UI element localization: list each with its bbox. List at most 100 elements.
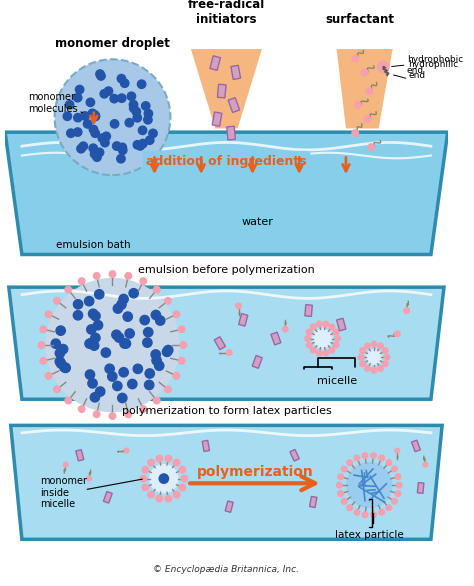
FancyBboxPatch shape xyxy=(411,440,420,452)
Circle shape xyxy=(146,136,154,144)
Circle shape xyxy=(173,373,180,379)
Circle shape xyxy=(104,87,113,96)
Circle shape xyxy=(140,315,149,325)
Circle shape xyxy=(164,298,171,304)
Circle shape xyxy=(140,278,146,284)
Circle shape xyxy=(118,393,127,403)
Circle shape xyxy=(63,112,72,121)
Circle shape xyxy=(78,406,85,413)
Circle shape xyxy=(371,512,376,517)
Circle shape xyxy=(145,380,154,390)
Circle shape xyxy=(154,397,160,404)
Circle shape xyxy=(379,510,384,515)
Text: polymerization: polymerization xyxy=(197,465,314,479)
Circle shape xyxy=(155,361,164,370)
Circle shape xyxy=(118,146,127,155)
Circle shape xyxy=(118,94,126,103)
Circle shape xyxy=(95,148,104,156)
Circle shape xyxy=(152,356,161,365)
Circle shape xyxy=(100,90,109,98)
Circle shape xyxy=(137,80,146,88)
Circle shape xyxy=(338,490,343,496)
Circle shape xyxy=(119,294,128,304)
Circle shape xyxy=(91,129,100,138)
Circle shape xyxy=(283,326,288,332)
Circle shape xyxy=(306,342,312,348)
Circle shape xyxy=(91,149,100,157)
Circle shape xyxy=(144,110,153,118)
Circle shape xyxy=(165,495,172,502)
Circle shape xyxy=(61,363,70,373)
Circle shape xyxy=(404,308,410,314)
Circle shape xyxy=(77,145,85,153)
Circle shape xyxy=(55,357,64,366)
Circle shape xyxy=(155,316,165,325)
Circle shape xyxy=(113,304,123,314)
Circle shape xyxy=(56,326,65,335)
Circle shape xyxy=(125,118,134,127)
Circle shape xyxy=(91,111,99,119)
Circle shape xyxy=(395,474,401,479)
Circle shape xyxy=(354,455,360,461)
Circle shape xyxy=(46,311,52,318)
Circle shape xyxy=(105,364,114,373)
Circle shape xyxy=(88,379,97,388)
Circle shape xyxy=(379,455,384,461)
FancyBboxPatch shape xyxy=(228,98,240,113)
Circle shape xyxy=(179,466,186,473)
FancyBboxPatch shape xyxy=(231,65,241,80)
FancyBboxPatch shape xyxy=(271,332,281,345)
Text: monomer
inside
micelle: monomer inside micelle xyxy=(41,476,88,509)
FancyBboxPatch shape xyxy=(238,314,248,326)
Circle shape xyxy=(46,373,52,379)
Circle shape xyxy=(91,333,100,343)
Circle shape xyxy=(91,113,100,121)
FancyBboxPatch shape xyxy=(290,449,299,461)
FancyBboxPatch shape xyxy=(305,305,312,316)
Circle shape xyxy=(54,298,60,304)
Circle shape xyxy=(366,350,382,364)
Circle shape xyxy=(133,141,142,149)
Circle shape xyxy=(144,328,153,337)
FancyBboxPatch shape xyxy=(252,356,262,368)
FancyBboxPatch shape xyxy=(214,337,226,350)
FancyBboxPatch shape xyxy=(337,318,346,331)
Circle shape xyxy=(173,459,180,466)
Circle shape xyxy=(117,74,126,83)
Circle shape xyxy=(142,102,150,110)
Circle shape xyxy=(142,484,149,491)
Circle shape xyxy=(87,338,96,347)
Circle shape xyxy=(117,155,125,163)
Circle shape xyxy=(394,331,400,337)
Circle shape xyxy=(93,272,100,279)
Circle shape xyxy=(51,339,61,348)
Circle shape xyxy=(140,406,146,413)
FancyBboxPatch shape xyxy=(210,56,220,70)
Circle shape xyxy=(139,139,147,148)
Circle shape xyxy=(124,448,129,453)
Circle shape xyxy=(181,475,188,482)
Circle shape xyxy=(65,101,74,109)
Polygon shape xyxy=(11,425,442,539)
Circle shape xyxy=(73,299,83,309)
Text: latex particle: latex particle xyxy=(335,530,404,540)
Circle shape xyxy=(156,455,163,462)
Polygon shape xyxy=(337,49,392,128)
Circle shape xyxy=(78,278,85,284)
Circle shape xyxy=(90,393,100,402)
Circle shape xyxy=(89,144,98,152)
Circle shape xyxy=(73,114,82,122)
Circle shape xyxy=(97,71,105,80)
Polygon shape xyxy=(191,49,262,128)
Circle shape xyxy=(125,272,132,279)
Circle shape xyxy=(333,342,339,348)
Circle shape xyxy=(156,495,163,502)
Circle shape xyxy=(85,339,94,348)
Circle shape xyxy=(395,448,400,453)
Circle shape xyxy=(88,109,97,118)
Circle shape xyxy=(73,94,82,102)
Circle shape xyxy=(144,115,152,124)
Circle shape xyxy=(119,367,128,377)
Circle shape xyxy=(310,347,316,353)
Circle shape xyxy=(93,153,101,161)
